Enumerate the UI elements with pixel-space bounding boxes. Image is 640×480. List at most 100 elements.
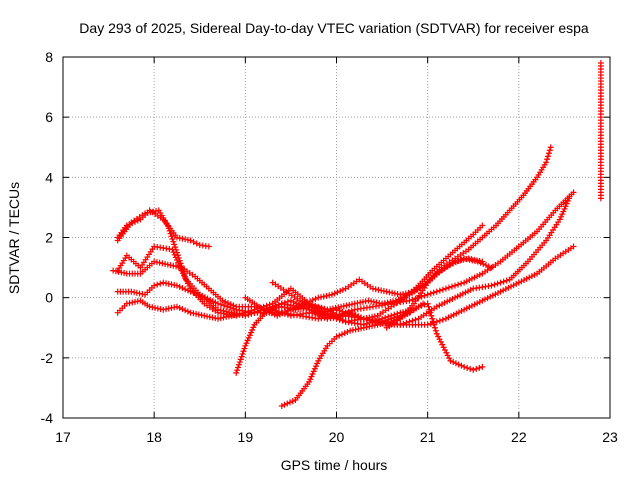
data-point	[430, 318, 437, 325]
data-point	[557, 213, 564, 220]
data-points	[110, 60, 604, 409]
data-point	[239, 350, 246, 357]
data-point	[354, 300, 361, 307]
data-point	[236, 310, 243, 317]
data-point	[463, 278, 470, 285]
data-point	[371, 322, 378, 329]
data-point	[311, 365, 318, 372]
data-point	[182, 236, 189, 243]
data-point	[129, 299, 136, 306]
data-point	[492, 291, 499, 298]
data-point	[377, 321, 384, 328]
data-point	[403, 292, 410, 299]
data-point	[531, 271, 538, 278]
data-point	[489, 292, 496, 299]
data-point	[444, 298, 451, 305]
data-point	[435, 333, 442, 340]
data-point	[358, 325, 365, 332]
data-point	[325, 310, 332, 317]
data-point	[355, 313, 362, 320]
data-point	[300, 304, 307, 311]
data-point	[461, 255, 468, 262]
series-track-7	[233, 222, 486, 376]
data-point	[307, 298, 314, 305]
data-point	[151, 282, 158, 289]
data-point	[335, 304, 342, 311]
x-tick-label: 23	[602, 429, 618, 445]
data-point	[321, 306, 328, 313]
data-point	[439, 341, 446, 348]
data-point	[176, 235, 183, 242]
data-point	[358, 314, 365, 321]
data-point	[287, 399, 294, 406]
data-point	[214, 300, 221, 307]
data-point	[182, 286, 189, 293]
data-point	[136, 290, 143, 297]
data-point	[431, 321, 438, 328]
data-point	[389, 289, 396, 296]
data-point	[479, 222, 486, 229]
data-point	[469, 257, 476, 264]
series-track-3	[114, 243, 427, 328]
data-point	[168, 233, 175, 240]
data-point	[439, 316, 446, 323]
data-point	[154, 305, 161, 312]
data-point	[360, 315, 367, 322]
data-point	[392, 297, 399, 304]
data-point	[333, 312, 340, 319]
series-track-12	[597, 60, 604, 202]
data-point	[474, 258, 481, 265]
data-point	[374, 321, 381, 328]
data-point	[214, 306, 221, 313]
data-point	[225, 300, 232, 307]
data-point	[190, 289, 197, 296]
data-point	[260, 306, 267, 313]
data-point	[450, 359, 457, 366]
data-point	[212, 315, 219, 322]
data-point	[480, 260, 487, 267]
data-point	[461, 306, 468, 313]
data-point	[314, 360, 321, 367]
data-point	[225, 313, 232, 320]
data-point	[466, 256, 473, 263]
data-point	[468, 302, 475, 309]
data-point	[433, 303, 440, 310]
data-point	[128, 288, 135, 295]
data-point	[171, 282, 178, 289]
data-point	[326, 292, 333, 299]
data-point	[160, 279, 167, 286]
data-point	[110, 267, 117, 274]
data-point	[169, 236, 176, 243]
data-point	[223, 313, 230, 320]
data-point	[319, 309, 326, 316]
data-point	[500, 278, 507, 285]
data-point	[344, 310, 351, 317]
data-point	[466, 277, 473, 284]
axis-ticks: 17 18 19 20 21 22 23 -4 -2 0 2 4 6 8	[41, 49, 618, 445]
data-point	[544, 156, 551, 163]
data-point	[494, 289, 501, 296]
data-point	[142, 210, 149, 217]
data-point	[481, 296, 488, 303]
data-point	[378, 287, 385, 294]
data-point	[328, 311, 335, 318]
data-point	[561, 205, 568, 212]
x-axis-label: GPS time / hours	[281, 457, 388, 473]
data-point	[231, 312, 238, 319]
data-point	[154, 281, 161, 288]
data-point	[560, 208, 567, 215]
data-point	[344, 328, 351, 335]
data-point	[333, 333, 340, 340]
data-point	[362, 298, 369, 305]
data-point	[349, 310, 356, 317]
data-point	[230, 302, 237, 309]
data-point	[473, 365, 480, 372]
data-point	[359, 298, 366, 305]
data-point	[263, 307, 270, 314]
data-point	[442, 315, 449, 322]
data-point	[431, 324, 438, 331]
data-point	[310, 368, 317, 375]
data-point	[132, 298, 139, 305]
data-point	[173, 257, 180, 264]
data-point	[450, 260, 457, 267]
